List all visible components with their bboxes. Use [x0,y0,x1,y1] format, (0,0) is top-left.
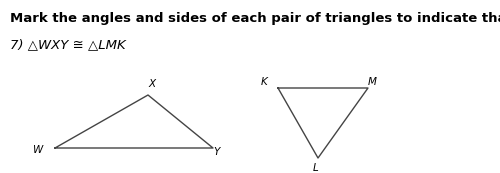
Text: Mark the angles and sides of each pair of triangles to indicate that they are co: Mark the angles and sides of each pair o… [10,12,500,25]
Text: M: M [368,77,376,87]
Text: W: W [33,145,43,155]
Text: 7) △WXY ≅ △LMK: 7) △WXY ≅ △LMK [10,38,126,51]
Text: L: L [313,163,319,173]
Text: Y: Y [214,147,220,157]
Text: X: X [148,79,156,89]
Text: K: K [260,77,268,87]
